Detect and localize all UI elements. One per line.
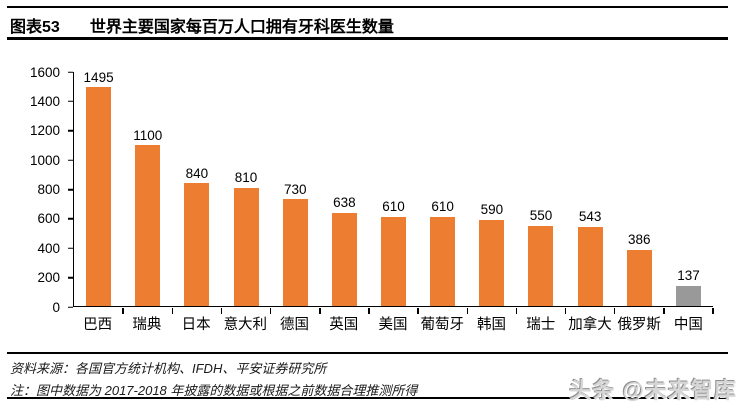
bar-slot-0: 1495 xyxy=(74,69,124,314)
bar-slot-7: 610 xyxy=(418,72,468,314)
y-tick-label-1600: 1600 xyxy=(29,64,60,80)
bar-slot-3: 810 xyxy=(221,72,272,314)
bar-slot-12: 137 xyxy=(664,72,714,314)
bar-日本 xyxy=(184,183,210,306)
x-tick-4 xyxy=(319,307,321,314)
y-tick-label-1200: 1200 xyxy=(29,123,60,138)
bar-value-label-9: 550 xyxy=(529,208,553,224)
bar-value-label-0: 1495 xyxy=(83,69,114,85)
bar-slot-1: 1100 xyxy=(123,72,174,314)
chart-title: 世界主要国家每百万人口拥有牙科医生数量 xyxy=(89,19,394,36)
top-rule xyxy=(7,6,728,8)
bar-slot-11: 386 xyxy=(615,72,665,314)
bar-value-label-1: 1100 xyxy=(133,127,163,143)
bar-葡萄牙 xyxy=(430,216,456,306)
bar-value-label-2: 840 xyxy=(185,165,209,181)
header-rule xyxy=(7,37,728,40)
bar-slot-6: 610 xyxy=(369,72,419,314)
bar-slots: 1495 1100 840 810 730 638 610 610 590 550 543 386 13… xyxy=(74,69,714,314)
x-tick-5 xyxy=(368,307,370,314)
x-tick-7 xyxy=(466,307,468,314)
bar-德国 xyxy=(282,199,308,306)
bar-value-label-12: 137 xyxy=(677,268,700,284)
bar-value-label-7: 610 xyxy=(431,199,454,215)
x-tick-11 xyxy=(663,307,665,314)
source-text: 资料来源：各国官方统计机构、IFDH、平安证券研究所 xyxy=(10,361,327,376)
bar-俄罗斯 xyxy=(626,249,652,306)
y-tick-mark-600 xyxy=(68,218,73,220)
y-tick-label-400: 400 xyxy=(37,240,60,256)
bar-value-label-10: 543 xyxy=(578,209,602,225)
chart-header: 图表53 世界主要国家每百万人口拥有牙科医生数量 xyxy=(10,13,735,37)
x-tick-3 xyxy=(269,307,272,314)
bar-value-label-4: 730 xyxy=(283,181,307,197)
y-tick-mark-0 xyxy=(68,306,73,308)
bar-slot-9: 550 xyxy=(516,72,567,314)
bar-瑞典 xyxy=(135,145,161,306)
figure-label: 图表53 xyxy=(10,19,60,36)
y-tick-mark-1600 xyxy=(68,71,73,73)
x-tick-2 xyxy=(220,307,223,314)
y-tick-label-800: 800 xyxy=(37,181,60,197)
y-tick-mark-1400 xyxy=(68,100,73,103)
x-axis-label-英国: 英国 xyxy=(329,317,359,333)
x-axis-label-韩国: 韩国 xyxy=(476,317,506,333)
y-tick-mark-400 xyxy=(68,247,73,249)
bar-value-label-8: 590 xyxy=(480,202,504,218)
x-axis-label-瑞典: 瑞典 xyxy=(132,317,162,333)
note-text: 注：图中数据为 2017-2018 年披露的数据或根据之前数据合理推测所得 xyxy=(10,383,418,398)
x-axis-label-葡萄牙: 葡萄牙 xyxy=(420,317,465,333)
x-axis-labels: 巴西 瑞典 日本 意大利 德国 英国 美国 葡萄牙 韩国 瑞士 加拿大 俄罗斯 中国 xyxy=(73,313,713,334)
bar-value-label-11: 386 xyxy=(628,232,651,248)
bar-value-label-6: 610 xyxy=(382,199,405,215)
bar-slot-4: 730 xyxy=(271,72,321,314)
bar-意大利 xyxy=(233,187,259,306)
x-tick-1 xyxy=(171,307,174,314)
y-tick-label-0: 0 xyxy=(52,299,60,315)
bar-加拿大 xyxy=(577,226,603,306)
x-tick-10 xyxy=(613,307,616,314)
x-axis-label-加拿大: 加拿大 xyxy=(568,317,612,333)
bar-美国 xyxy=(381,216,407,306)
x-axis-label-美国: 美国 xyxy=(378,317,408,333)
y-tick-label-1000: 1000 xyxy=(29,152,60,168)
y-tick-mark-200 xyxy=(68,276,73,279)
y-tick-label-1400: 1400 xyxy=(29,93,60,109)
bar-英国 xyxy=(331,212,357,306)
x-axis-label-日本: 日本 xyxy=(181,317,211,333)
y-axis: 0 200 400 600 800 1000 1200 1400 1600 xyxy=(0,65,73,313)
bar-slot-10: 543 xyxy=(566,72,616,314)
plot-area: 1495 1100 840 810 730 638 610 610 590 550 543 386 13… xyxy=(73,69,714,314)
y-tick-mark-1000 xyxy=(68,159,73,161)
x-tick-9 xyxy=(564,307,567,314)
y-tick-mark-800 xyxy=(68,188,73,191)
x-axis-label-德国: 德国 xyxy=(280,317,310,333)
x-tick-6 xyxy=(417,307,419,314)
x-tick-12 xyxy=(712,307,714,314)
x-tick-8 xyxy=(515,307,518,314)
x-axis-label-瑞士: 瑞士 xyxy=(526,317,556,333)
bar-slot-2: 840 xyxy=(172,72,223,314)
bar-value-label-5: 638 xyxy=(333,195,356,211)
bar-韩国 xyxy=(479,219,505,306)
bar-slot-8: 590 xyxy=(467,72,518,314)
bar-瑞士 xyxy=(528,225,554,306)
x-axis-label-俄罗斯: 俄罗斯 xyxy=(617,317,661,333)
bar-slot-5: 638 xyxy=(320,72,370,314)
bar-巴西 xyxy=(86,87,112,306)
bar-value-label-3: 810 xyxy=(234,170,258,186)
footer-top-rule xyxy=(7,352,728,354)
y-tick-label-200: 200 xyxy=(37,269,60,285)
bottom-rule xyxy=(7,397,728,399)
x-axis-label-巴西: 巴西 xyxy=(83,317,113,333)
x-tick-0 xyxy=(122,307,124,314)
watermark-text: 头条 @未来智库 xyxy=(569,378,737,403)
bar-中国 xyxy=(675,285,701,306)
y-tick-label-600: 600 xyxy=(37,211,60,227)
x-axis-label-中国: 中国 xyxy=(673,317,703,333)
x-axis-label-意大利: 意大利 xyxy=(223,317,268,333)
y-tick-mark-1200 xyxy=(68,130,73,132)
